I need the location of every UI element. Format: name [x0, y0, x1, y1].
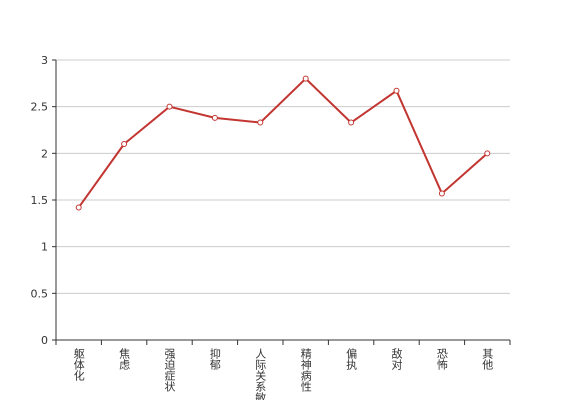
x-tick-label: 敌对 [390, 347, 403, 370]
y-tick-label: 0.5 [31, 287, 49, 300]
x-tick-label: 精神病性 [299, 348, 312, 393]
point [75, 204, 82, 211]
x-tick-label: 抑郁 [208, 347, 221, 370]
y-tick-label: 0 [41, 334, 48, 347]
y-tick-label: 2 [41, 147, 48, 160]
point [484, 150, 491, 157]
x-tick-label: 人际关系敏感 [254, 348, 267, 400]
x-tick-label: 躯体化 [72, 348, 85, 382]
point [393, 87, 400, 94]
y-tick-label: 2.5 [31, 101, 49, 114]
y-tick-label: 1 [41, 241, 48, 254]
x-tick-label: 强迫症状 [163, 348, 176, 392]
point [438, 190, 445, 197]
y-tick-label: 1.5 [31, 194, 49, 207]
x-tick-label: 其他 [481, 348, 494, 370]
y-tick-label: 3 [41, 54, 48, 67]
x-tick-label: 恐怖 [435, 348, 448, 370]
x-tick-label: 偏执 [345, 347, 358, 371]
point [348, 119, 355, 126]
point [302, 75, 309, 82]
point [211, 114, 218, 121]
point [257, 119, 264, 126]
line [77, 77, 488, 209]
x-tick-label: 焦虑 [118, 348, 131, 370]
point [121, 141, 128, 147]
point [166, 103, 173, 110]
